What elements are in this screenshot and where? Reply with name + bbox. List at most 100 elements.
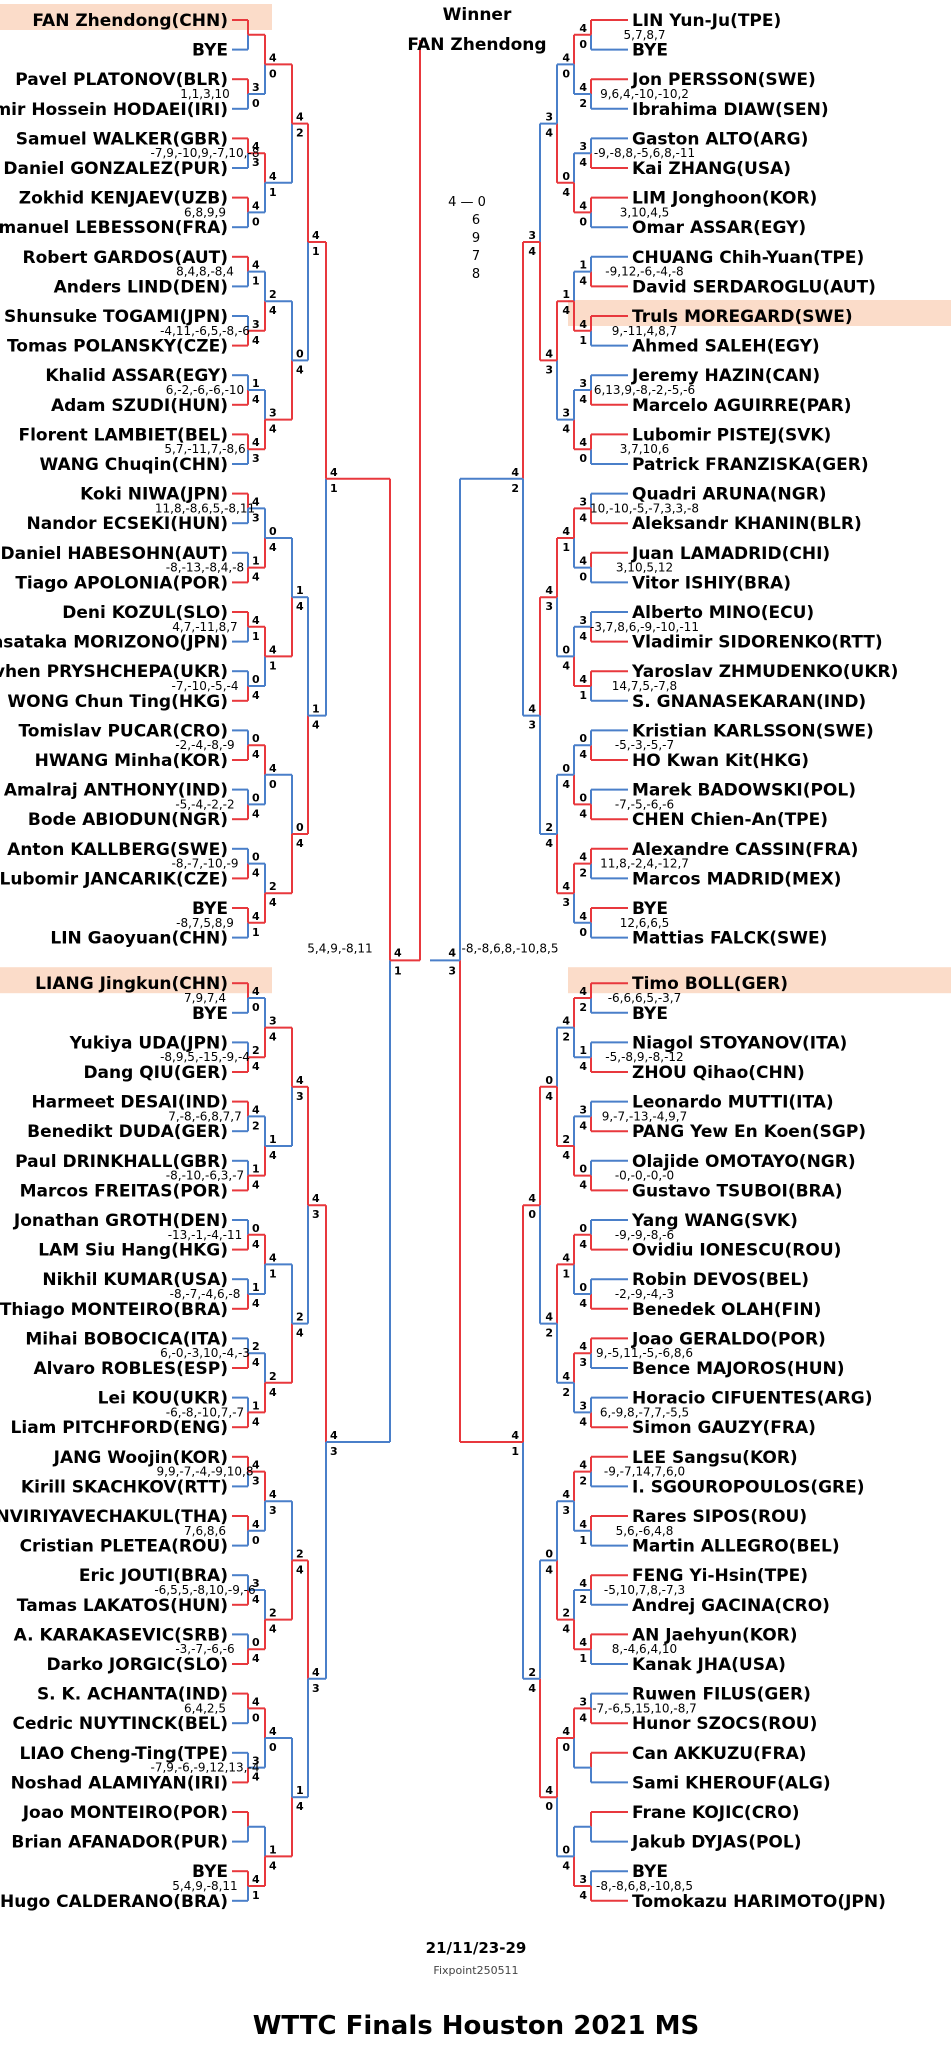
player-name: Can AKKUZU(FRA)	[632, 1744, 807, 1764]
match-games-won: 4	[579, 436, 587, 449]
player-name: Hunor SZOCS(ROU)	[632, 1714, 817, 1734]
match-score: 6,-9,8,-7,7,-5,5	[600, 1405, 689, 1419]
match-games-won: 1	[330, 482, 338, 495]
match-games-won: 4	[296, 1074, 304, 1087]
match-games-won: 4	[579, 318, 587, 331]
bracket-lines	[232, 19, 628, 1902]
match-games-won: 4	[579, 555, 587, 568]
player-name: Yaroslav ZHMUDENKO(UKR)	[631, 662, 898, 682]
winner-label: Winner	[443, 5, 512, 25]
player-name: WANG Chuqin(CHN)	[40, 455, 229, 475]
match-games-won: 4	[269, 643, 277, 656]
match-games-won: 2	[252, 1340, 260, 1353]
match-games-won: 4	[511, 1429, 519, 1442]
match-games-won: 4	[269, 896, 277, 909]
match-games-won: 1	[252, 555, 260, 568]
match-score: -0,-0,-0,-0	[615, 1169, 674, 1183]
player-name: Omar ASSAR(EGY)	[632, 218, 806, 238]
match-games-won: 4	[252, 689, 260, 702]
match-games-won: 3	[562, 1504, 570, 1517]
player-name: Quadri ARUNA(NGR)	[632, 485, 827, 505]
match-games-won: 3	[562, 896, 570, 909]
match-score: 6,-0,-3,10,-4,-3	[160, 1346, 250, 1360]
player-name: Jeremy HAZIN(CAN)	[631, 366, 820, 386]
match-games-won: 4	[269, 1488, 277, 1501]
player-name: Harmeet DESAI(IND)	[31, 1093, 228, 1113]
match-score: -4,11,-6,5,-8,-6	[160, 324, 250, 338]
player-name: LIAO Cheng-Ting(TPE)	[19, 1744, 228, 1764]
match-games-won: 4	[296, 363, 304, 376]
match-games-won: 4	[269, 1031, 277, 1044]
match-games-won: 2	[579, 1001, 587, 1014]
bye-slot: BYE	[192, 1862, 228, 1882]
match-games-won: 4	[511, 466, 519, 479]
match-games-won: 4	[545, 1090, 553, 1103]
match-score: -7,-6,5,15,10,-8,7	[592, 1701, 697, 1715]
player-name: Zokhid KENJAEV(UZB)	[19, 189, 228, 209]
match-score: 9,-11,4,8,7	[612, 324, 677, 338]
match-games-won: 1	[252, 926, 260, 939]
final-summary-game-1: 6	[472, 213, 480, 228]
match-games-won: 0	[269, 1741, 277, 1754]
player-highlight	[568, 300, 951, 326]
match-games-won: 4	[579, 1518, 587, 1531]
match-games-won: 4	[579, 630, 587, 643]
match-games-won: 0	[562, 67, 570, 80]
player-name: Brian AFANADOR(PUR)	[11, 1833, 228, 1853]
match-score: -5,-3,-5,-7	[615, 738, 674, 752]
match-games-won: 4	[252, 571, 260, 584]
player-name: Tomislav PUCAR(CRO)	[18, 721, 228, 741]
match-games-won: 3	[579, 1399, 587, 1412]
match-games-won: 2	[579, 1593, 587, 1606]
match-games-won: 2	[296, 1547, 304, 1560]
match-score: 1,1,3,10	[180, 87, 230, 101]
match-games-won: 1	[579, 689, 587, 702]
match-games-won: 4	[269, 541, 277, 554]
match-games-won: 4	[562, 1370, 570, 1383]
player-name: JANG Woojin(KOR)	[53, 1448, 228, 1468]
match-games-won: 4	[579, 81, 587, 94]
match-games-won: 2	[562, 1607, 570, 1620]
match-games-won: 1	[579, 1044, 587, 1057]
match-games-won: 2	[269, 1607, 277, 1620]
player-name: Shunsuke TOGAMI(JPN)	[4, 307, 228, 327]
match-games-won: 1	[579, 334, 587, 347]
match-games-won: 4	[562, 1251, 570, 1264]
match-games-won: 4	[579, 156, 587, 169]
match-games-won: 1	[252, 630, 260, 643]
player-name: Florent LAMBIET(BEL)	[18, 425, 228, 445]
match-games-won: 4	[545, 1311, 553, 1324]
player-name: Lubomir JANCARIK(CZE)	[0, 869, 228, 889]
player-name: Daniel HABESOHN(AUT)	[1, 544, 228, 564]
match-games-won: 4	[296, 600, 304, 613]
match-games-won: 1	[269, 659, 277, 672]
match-games-won: 0	[562, 170, 570, 183]
player-name: Vitor ISHIY(BRA)	[632, 573, 791, 593]
match-games-won: 4	[252, 259, 260, 272]
match-score: -8,-10,-6,3,-7	[166, 1169, 244, 1183]
match-games-won: 4	[252, 1873, 260, 1886]
player-name: CHEN Chien-An(TPE)	[632, 810, 828, 830]
match-games-won: 0	[296, 821, 304, 834]
match-games-won: 1	[252, 1399, 260, 1412]
match-games-won: 4	[296, 111, 304, 124]
match-games-won: 1	[511, 1445, 519, 1458]
match-games-won: 4	[579, 511, 587, 524]
match-games-won: 4	[562, 1623, 570, 1636]
semi-games-won: 4	[394, 946, 402, 959]
match-games-won: 0	[562, 643, 570, 656]
player-name: Koki NIWA(JPN)	[80, 485, 228, 505]
match-games-won: 4	[562, 1149, 570, 1162]
match-games-won: 0	[562, 1843, 570, 1856]
match-games-won: 0	[252, 97, 260, 110]
match-games-won: 0	[252, 215, 260, 228]
match-games-won: 4	[562, 659, 570, 672]
match-games-won: 4	[579, 1179, 587, 1192]
player-name: Hugo CALDERANO(BRA)	[0, 1892, 228, 1912]
match-games-won: 0	[252, 1636, 260, 1649]
match-games-won: 4	[252, 140, 260, 153]
match-games-won: 4	[252, 1695, 260, 1708]
match-games-won: 1	[579, 259, 587, 272]
match-games-won: 1	[269, 1843, 277, 1856]
match-games-won: 3	[269, 1504, 277, 1517]
